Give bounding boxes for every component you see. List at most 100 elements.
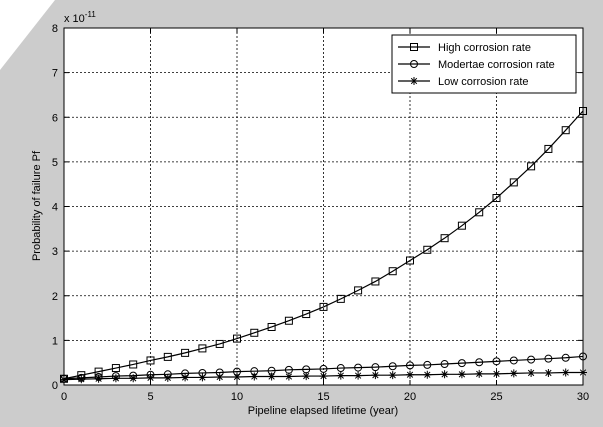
data-point-square bbox=[336, 294, 345, 303]
data-point-square bbox=[527, 162, 536, 171]
data-point-star bbox=[77, 375, 86, 384]
data-point-star bbox=[509, 369, 518, 378]
series-line-square bbox=[63, 110, 584, 380]
data-point-square bbox=[198, 344, 207, 353]
data-point-star bbox=[250, 372, 259, 381]
data-point-square bbox=[457, 221, 466, 230]
y-tick-label: 3 bbox=[52, 246, 58, 258]
y-tick-label: 2 bbox=[52, 291, 58, 303]
legend-item: Low corrosion rate bbox=[398, 76, 529, 88]
axis-ticks bbox=[63, 27, 584, 386]
x-axis-label: Pipeline elapsed lifetime (year) bbox=[248, 405, 398, 417]
data-point-star bbox=[457, 370, 466, 379]
data-point-star bbox=[475, 369, 484, 378]
y-multiplier-label: x 10-11 bbox=[64, 10, 96, 25]
legend: High corrosion rate Modertae corrosion ra… bbox=[391, 34, 577, 94]
legend-marker-square bbox=[410, 43, 418, 51]
y-axis-label: Probability of failure Pf bbox=[31, 150, 43, 261]
series-group bbox=[60, 107, 587, 384]
legend-label: Modertae corrosion rate bbox=[438, 59, 555, 71]
x-tick-label: 20 bbox=[404, 391, 416, 403]
data-point-circle bbox=[561, 353, 570, 362]
data-point-square bbox=[302, 310, 311, 319]
data-point-star bbox=[233, 372, 241, 381]
data-point-square bbox=[561, 126, 570, 135]
data-point-star bbox=[111, 374, 120, 383]
data-point-circle bbox=[406, 361, 414, 370]
x-tick-label: 30 bbox=[577, 391, 589, 403]
data-point-star bbox=[198, 373, 207, 382]
data-point-circle bbox=[388, 362, 397, 371]
x-tick-label: 0 bbox=[61, 391, 67, 403]
data-point-circle bbox=[371, 363, 380, 372]
y-tick-label: 0 bbox=[52, 380, 58, 392]
x-tick-label: 5 bbox=[147, 391, 153, 403]
data-point-star bbox=[544, 368, 553, 377]
grid-lines bbox=[64, 28, 583, 385]
data-point-star bbox=[267, 372, 276, 381]
data-point-star bbox=[440, 370, 449, 379]
data-point-star bbox=[215, 372, 224, 381]
data-point-square bbox=[544, 144, 553, 153]
data-point-square bbox=[492, 194, 501, 203]
data-point-circle bbox=[423, 360, 432, 369]
data-point-circle bbox=[440, 360, 449, 369]
data-point-star bbox=[406, 370, 414, 379]
series-square bbox=[60, 107, 587, 383]
data-point-circle bbox=[336, 364, 345, 373]
data-point-square bbox=[388, 267, 397, 276]
corner-wedge bbox=[0, 0, 55, 70]
data-point-square bbox=[475, 208, 484, 217]
data-point-star bbox=[388, 371, 397, 380]
data-point-square bbox=[423, 245, 432, 254]
data-point-square bbox=[250, 328, 259, 337]
y-tick-label: 4 bbox=[52, 202, 58, 214]
data-point-circle bbox=[527, 355, 536, 364]
data-point-star bbox=[284, 372, 293, 381]
data-point-star bbox=[423, 370, 432, 379]
data-point-square bbox=[215, 339, 224, 348]
legend-item: Modertae corrosion rate bbox=[398, 59, 555, 71]
data-point-star bbox=[129, 374, 138, 383]
legend-label: Low corrosion rate bbox=[438, 76, 529, 88]
data-point-star bbox=[319, 372, 328, 381]
data-point-square bbox=[267, 322, 276, 331]
data-point-star bbox=[146, 373, 155, 382]
data-point-star bbox=[492, 369, 501, 378]
data-point-star bbox=[94, 374, 103, 383]
data-point-circle bbox=[492, 357, 501, 366]
data-point-square bbox=[284, 316, 293, 325]
data-point-star bbox=[302, 372, 311, 381]
data-point-circle bbox=[475, 358, 484, 367]
data-point-square bbox=[129, 360, 138, 369]
y-multiplier-exponent: -11 bbox=[85, 10, 97, 19]
data-point-circle bbox=[457, 359, 466, 368]
data-point-star bbox=[163, 373, 172, 382]
data-point-square bbox=[406, 256, 414, 265]
legend-marker-circle bbox=[410, 60, 418, 68]
x-tick-label: 25 bbox=[490, 391, 502, 403]
data-point-square bbox=[181, 348, 190, 357]
series-star bbox=[60, 368, 587, 384]
x-tick-label: 15 bbox=[317, 391, 329, 403]
data-point-star bbox=[561, 368, 570, 377]
data-point-circle bbox=[544, 354, 553, 363]
data-point-square bbox=[371, 277, 380, 286]
data-point-square bbox=[509, 178, 518, 187]
y-tick-label: 7 bbox=[52, 68, 58, 80]
y-tick-label: 1 bbox=[52, 335, 58, 347]
data-point-square bbox=[440, 234, 449, 243]
data-point-star bbox=[527, 368, 536, 377]
data-point-star bbox=[354, 371, 363, 380]
legend-label: High corrosion rate bbox=[438, 42, 531, 54]
data-point-star bbox=[336, 371, 345, 380]
y-tick-label: 5 bbox=[52, 157, 58, 169]
data-point-circle bbox=[509, 356, 518, 365]
legend-item: High corrosion rate bbox=[398, 42, 531, 54]
y-tick-label: 6 bbox=[52, 112, 58, 124]
x-tick-label: 10 bbox=[231, 391, 243, 403]
data-point-square bbox=[319, 302, 328, 311]
